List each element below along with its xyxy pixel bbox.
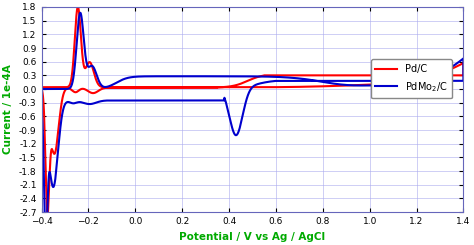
PdMo$_2$/C (244, 75, 249, 78)
Y-axis label: Current / 1e-4A: Current / 1e-4A (3, 65, 13, 154)
PdMo$_2$/C (235, 75, 240, 78)
X-axis label: Potential / V vs Ag / AgCl: Potential / V vs Ag / AgCl (179, 232, 326, 242)
PdMo$_2$/C (77, 11, 83, 14)
Line: PdMo$_2$/C: PdMo$_2$/C (42, 13, 464, 244)
Pd/C (239, 86, 245, 89)
Pd/C (46, 209, 51, 212)
PdMo$_2$/C (239, 75, 245, 78)
PdMo$_2$/C (417, 80, 423, 83)
Line: Pd/C: Pd/C (42, 7, 464, 214)
Pd/C (357, 84, 363, 86)
PdMo$_2$/C (39, 87, 45, 90)
PdMo$_2$/C (43, 242, 49, 245)
PdMo$_2$/C (39, 107, 45, 110)
Pd/C (39, 86, 45, 89)
Pd/C (39, 88, 45, 91)
Pd/C (235, 86, 240, 89)
PdMo$_2$/C (357, 84, 363, 87)
Pd/C (75, 5, 81, 8)
PdMo$_2$/C (46, 188, 51, 191)
Pd/C (417, 78, 423, 81)
Pd/C (244, 86, 249, 89)
Pd/C (45, 213, 50, 216)
Legend: Pd/C, PdMo$_2$/C: Pd/C, PdMo$_2$/C (371, 59, 452, 98)
